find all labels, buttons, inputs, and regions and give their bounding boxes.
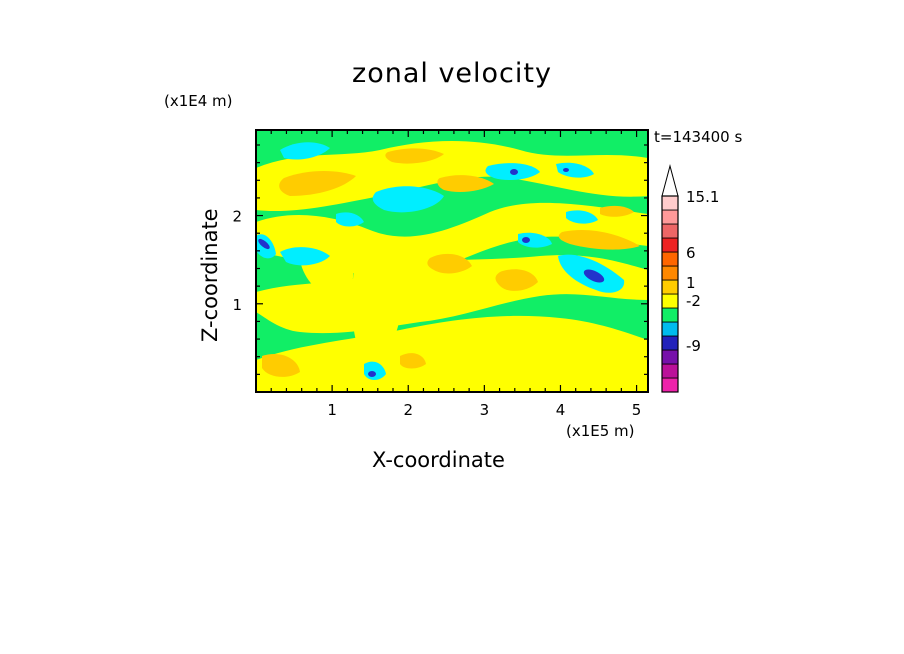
colorbar-swatch	[661, 251, 679, 267]
cyan-patch	[280, 142, 330, 160]
x-axis-label: X-coordinate	[372, 448, 505, 472]
y-unit-label: (x1E4 m)	[164, 92, 233, 110]
cyan-patch	[372, 186, 444, 213]
orange-patch	[279, 171, 356, 196]
colorbar-extend-arrow	[661, 164, 679, 197]
colorbar-swatch	[661, 209, 679, 225]
y-axis-ticks: 12	[232, 144, 648, 375]
cyan-patch	[566, 210, 598, 224]
cyan-patch	[280, 247, 330, 266]
x-tick-label: 2	[403, 401, 413, 419]
y-tick-label: 2	[232, 208, 242, 226]
orange-patch	[600, 205, 634, 217]
orange-patch	[427, 253, 472, 274]
blue-core	[258, 238, 270, 250]
orange-patch	[437, 175, 494, 192]
cyan-patch	[336, 212, 364, 227]
blue-core	[510, 169, 518, 175]
blue-core	[563, 168, 569, 172]
orange-patch	[558, 229, 640, 250]
colorbar-swatch	[661, 363, 679, 379]
colorbar-swatch	[661, 293, 679, 309]
colorbar-swatch	[661, 377, 679, 393]
colorbar-swatch	[661, 195, 679, 211]
contour-field	[256, 130, 648, 392]
yellow-band	[256, 202, 648, 278]
x-axis-ticks: 1 2 3 4 5	[270, 130, 642, 419]
colorbar-label: -2	[686, 292, 701, 310]
yellow-band	[351, 247, 403, 370]
blue-core	[522, 237, 530, 243]
blue-core	[368, 371, 376, 377]
blue-core	[583, 269, 605, 283]
colorbar-label: -9	[686, 337, 701, 355]
x-tick-label: 1	[327, 401, 337, 419]
colorbar-label: 1	[686, 274, 696, 292]
colorbar-swatch	[661, 335, 679, 351]
orange-patch	[400, 353, 426, 369]
colorbar-swatch	[661, 223, 679, 239]
x-tick-label: 5	[632, 401, 642, 419]
cyan-patch	[518, 232, 552, 248]
y-tick-label: 1	[232, 296, 242, 314]
plot-frame	[255, 129, 649, 393]
yellow-band	[256, 315, 648, 392]
colorbar-frame	[661, 195, 679, 393]
time-label: t=143400 s	[654, 128, 743, 146]
colorbar: -9 -21 6 15.1	[661, 164, 719, 393]
colorbar-label: 6	[686, 244, 696, 262]
colorbar-label: 15.1	[686, 188, 719, 206]
colorbar-swatch	[661, 279, 679, 295]
x-tick-label: 4	[556, 401, 566, 419]
chart-title: zonal velocity	[352, 58, 552, 89]
orange-patch	[262, 353, 300, 377]
cyan-patch	[556, 162, 594, 178]
orange-patch	[495, 269, 538, 291]
colorbar-swatch	[661, 307, 679, 323]
colorbar-swatch	[661, 349, 679, 365]
colorbar-swatch	[661, 237, 679, 253]
x-unit-label: (x1E5 m)	[566, 422, 635, 440]
colorbar-swatch	[661, 321, 679, 337]
orange-patch	[385, 148, 444, 164]
x-tick-label: 3	[480, 401, 490, 419]
colorbar-swatch	[661, 265, 679, 281]
